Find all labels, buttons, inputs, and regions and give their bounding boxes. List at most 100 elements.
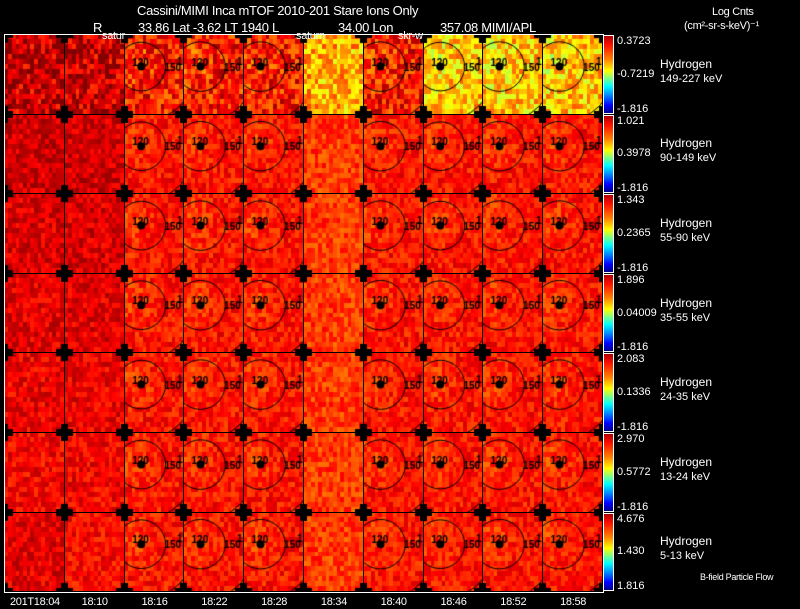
image-panel-r3-c1 <box>65 274 124 352</box>
image-panel-r5-c1 <box>65 433 124 512</box>
image-panel-r6-c4 <box>244 513 303 591</box>
colorbar <box>603 433 614 512</box>
image-panel-r6-c8 <box>483 513 542 591</box>
colorbar-min: -1.816 <box>617 500 649 513</box>
image-panel-r1-c5 <box>304 115 363 193</box>
image-panel-r4-c4 <box>244 353 303 432</box>
units-label: (cm²-sr-s-keV)⁻¹ <box>684 20 759 32</box>
colorbar-mid: 0.1336 <box>617 386 651 399</box>
image-panel-r4-c1 <box>65 353 124 432</box>
colorbar <box>603 114 614 194</box>
overlay-saturn: saturn <box>296 30 325 42</box>
image-panel-r1-c6 <box>364 115 423 193</box>
colorbar <box>603 512 614 592</box>
mimi-apl-label: 357.08 MIMI/APL <box>440 20 536 35</box>
energy-label: 149-227 keV <box>660 72 723 85</box>
species-label: Hydrogen <box>660 136 713 151</box>
image-panel-r2-c5 <box>304 194 363 273</box>
colorbar-max: 2.083 <box>617 353 645 366</box>
energy-label: 5-13 keV <box>660 550 705 563</box>
image-panel-r3-c5 <box>304 274 363 352</box>
image-panel-r1-c4 <box>244 115 303 193</box>
species-label: Hydrogen <box>660 534 713 549</box>
image-panel-r2-c0 <box>5 194 64 273</box>
energy-label: 13-24 keV <box>660 470 711 483</box>
image-panel-r5-c6 <box>364 433 423 512</box>
image-panel-r1-c9 <box>543 115 602 193</box>
colorbar-max: 0.3723 <box>617 35 651 47</box>
time-tick: 18:34 <box>320 596 347 608</box>
image-panel-r0-c1 <box>65 35 124 114</box>
species-label: Hydrogen <box>660 56 713 71</box>
image-panel-r6-c5 <box>304 513 363 591</box>
time-tick: 18:22 <box>201 596 228 608</box>
image-panel-r3-c2 <box>125 274 183 352</box>
image-panel-r5-c2 <box>125 433 183 512</box>
image-panel-r6-c9 <box>543 513 602 591</box>
overlay-skr: skr-w <box>398 30 423 42</box>
time-tick: 18:52 <box>500 596 527 608</box>
colorbar-max: 4.676 <box>617 512 645 525</box>
species-label: Hydrogen <box>660 375 713 390</box>
time-tick: 18:10 <box>81 596 108 608</box>
colorbar-max: 1.021 <box>617 114 645 127</box>
time-tick: 18:46 <box>440 596 467 608</box>
image-panel-r0-c9 <box>543 35 602 114</box>
image-panel-r4-c2 <box>125 353 183 432</box>
image-panel-r5-c7 <box>424 433 482 512</box>
image-panel-r1-c2 <box>125 115 183 193</box>
image-panel-r4-c3 <box>184 353 243 432</box>
image-panel-r1-c3 <box>184 115 243 193</box>
image-panel-r1-c0 <box>5 115 64 193</box>
image-panel-r1-c1 <box>65 115 124 193</box>
image-panel-r3-c8 <box>483 274 542 352</box>
time-tick: 201T18:04 <box>9 596 60 608</box>
image-panel-r6-c0 <box>5 513 64 591</box>
energy-label: 90-149 keV <box>660 152 717 165</box>
time-tick: 18:58 <box>560 596 587 608</box>
image-panel-r2-c2 <box>125 194 183 273</box>
image-panel-r0-c0 <box>5 35 64 114</box>
image-panel-r4-c5 <box>304 353 363 432</box>
image-panel-r4-c6 <box>364 353 423 432</box>
energy-label: 24-35 keV <box>660 391 711 404</box>
colorbar <box>603 35 614 114</box>
plot-title: Cassini/MIMI Inca mTOF 2010-201 Stare Io… <box>137 3 419 18</box>
image-panel-r4-c9 <box>543 353 602 432</box>
time-tick: 18:40 <box>380 596 407 608</box>
species-label: Hydrogen <box>660 216 713 230</box>
image-panel-r2-c7 <box>424 194 482 273</box>
colorbar-min: -1.816 <box>617 261 649 274</box>
energy-label: 55-90 keV <box>660 232 711 244</box>
image-panel-r5-c8 <box>483 433 542 512</box>
image-panel-r6-c2 <box>125 513 183 591</box>
energy-label: 35-55 keV <box>660 311 711 324</box>
colorbar-min: 1.816 <box>617 580 645 593</box>
image-panel-r2-c4 <box>244 194 303 273</box>
lon-label: 34.00 Lon <box>338 20 394 35</box>
time-tick: 18:16 <box>141 596 168 608</box>
colorbar-mid: 0.2365 <box>617 227 651 239</box>
species-label: Hydrogen <box>660 295 713 310</box>
image-panel-r0-c4 <box>244 35 303 114</box>
colorbar-mid: 0.04009 <box>617 306 657 319</box>
image-panel-r2-c6 <box>364 194 423 273</box>
image-panel-r3-c7 <box>424 274 482 352</box>
image-panel-r2-c3 <box>184 194 243 273</box>
image-panel-r5-c4 <box>244 433 303 512</box>
image-panel-r4-c8 <box>483 353 542 432</box>
colorbar-mid: 0.3978 <box>617 147 651 160</box>
image-panel-r3-c3 <box>184 274 243 352</box>
overlay-satur: satur <box>102 30 125 42</box>
species-label: Hydrogen <box>660 454 713 469</box>
image-panel-r6-c3 <box>184 513 243 591</box>
colorbar-min: -1.816 <box>617 102 649 115</box>
image-panel-r1-c7 <box>424 115 482 193</box>
image-panel-r1-c8 <box>483 115 542 193</box>
colorbar-min: -1.816 <box>617 182 649 195</box>
image-panel-r0-c6 <box>364 35 423 114</box>
colorbar-mid: 0.5772 <box>617 465 651 478</box>
lat-lt-label: 33.86 Lat -3.62 LT 1940 L <box>138 20 279 35</box>
colorbar-mid: -0.7219 <box>617 67 655 80</box>
time-tick: 18:28 <box>261 596 288 608</box>
